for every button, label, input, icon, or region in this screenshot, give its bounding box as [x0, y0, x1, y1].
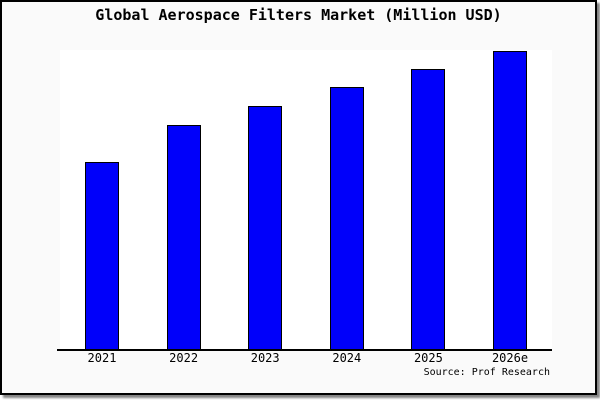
bar-2026e: [493, 51, 527, 350]
bar-2023: [248, 106, 283, 350]
bar-2024: [329, 87, 364, 350]
x-tick-label-2021: 2021: [87, 351, 117, 365]
x-axis-labels: 2021 2022 2023 2024 2025 2026e: [2, 352, 595, 366]
chart-title: Global Aerospace Filters Market (Million…: [95, 6, 502, 24]
plot-area: [60, 50, 552, 350]
bar-2022: [166, 125, 201, 350]
x-tick-label-2026e: 2026e: [491, 351, 529, 365]
x-tick-label-2025: 2025: [413, 351, 443, 365]
bar-2025: [411, 69, 446, 350]
source-credit: Source: Prof Research: [423, 367, 550, 378]
x-tick-label-2023: 2023: [250, 351, 280, 365]
x-axis-line: [57, 349, 552, 351]
x-tick-label-2022: 2022: [169, 351, 199, 365]
bar-2021: [85, 162, 119, 350]
x-tick-label-2024: 2024: [332, 351, 362, 365]
